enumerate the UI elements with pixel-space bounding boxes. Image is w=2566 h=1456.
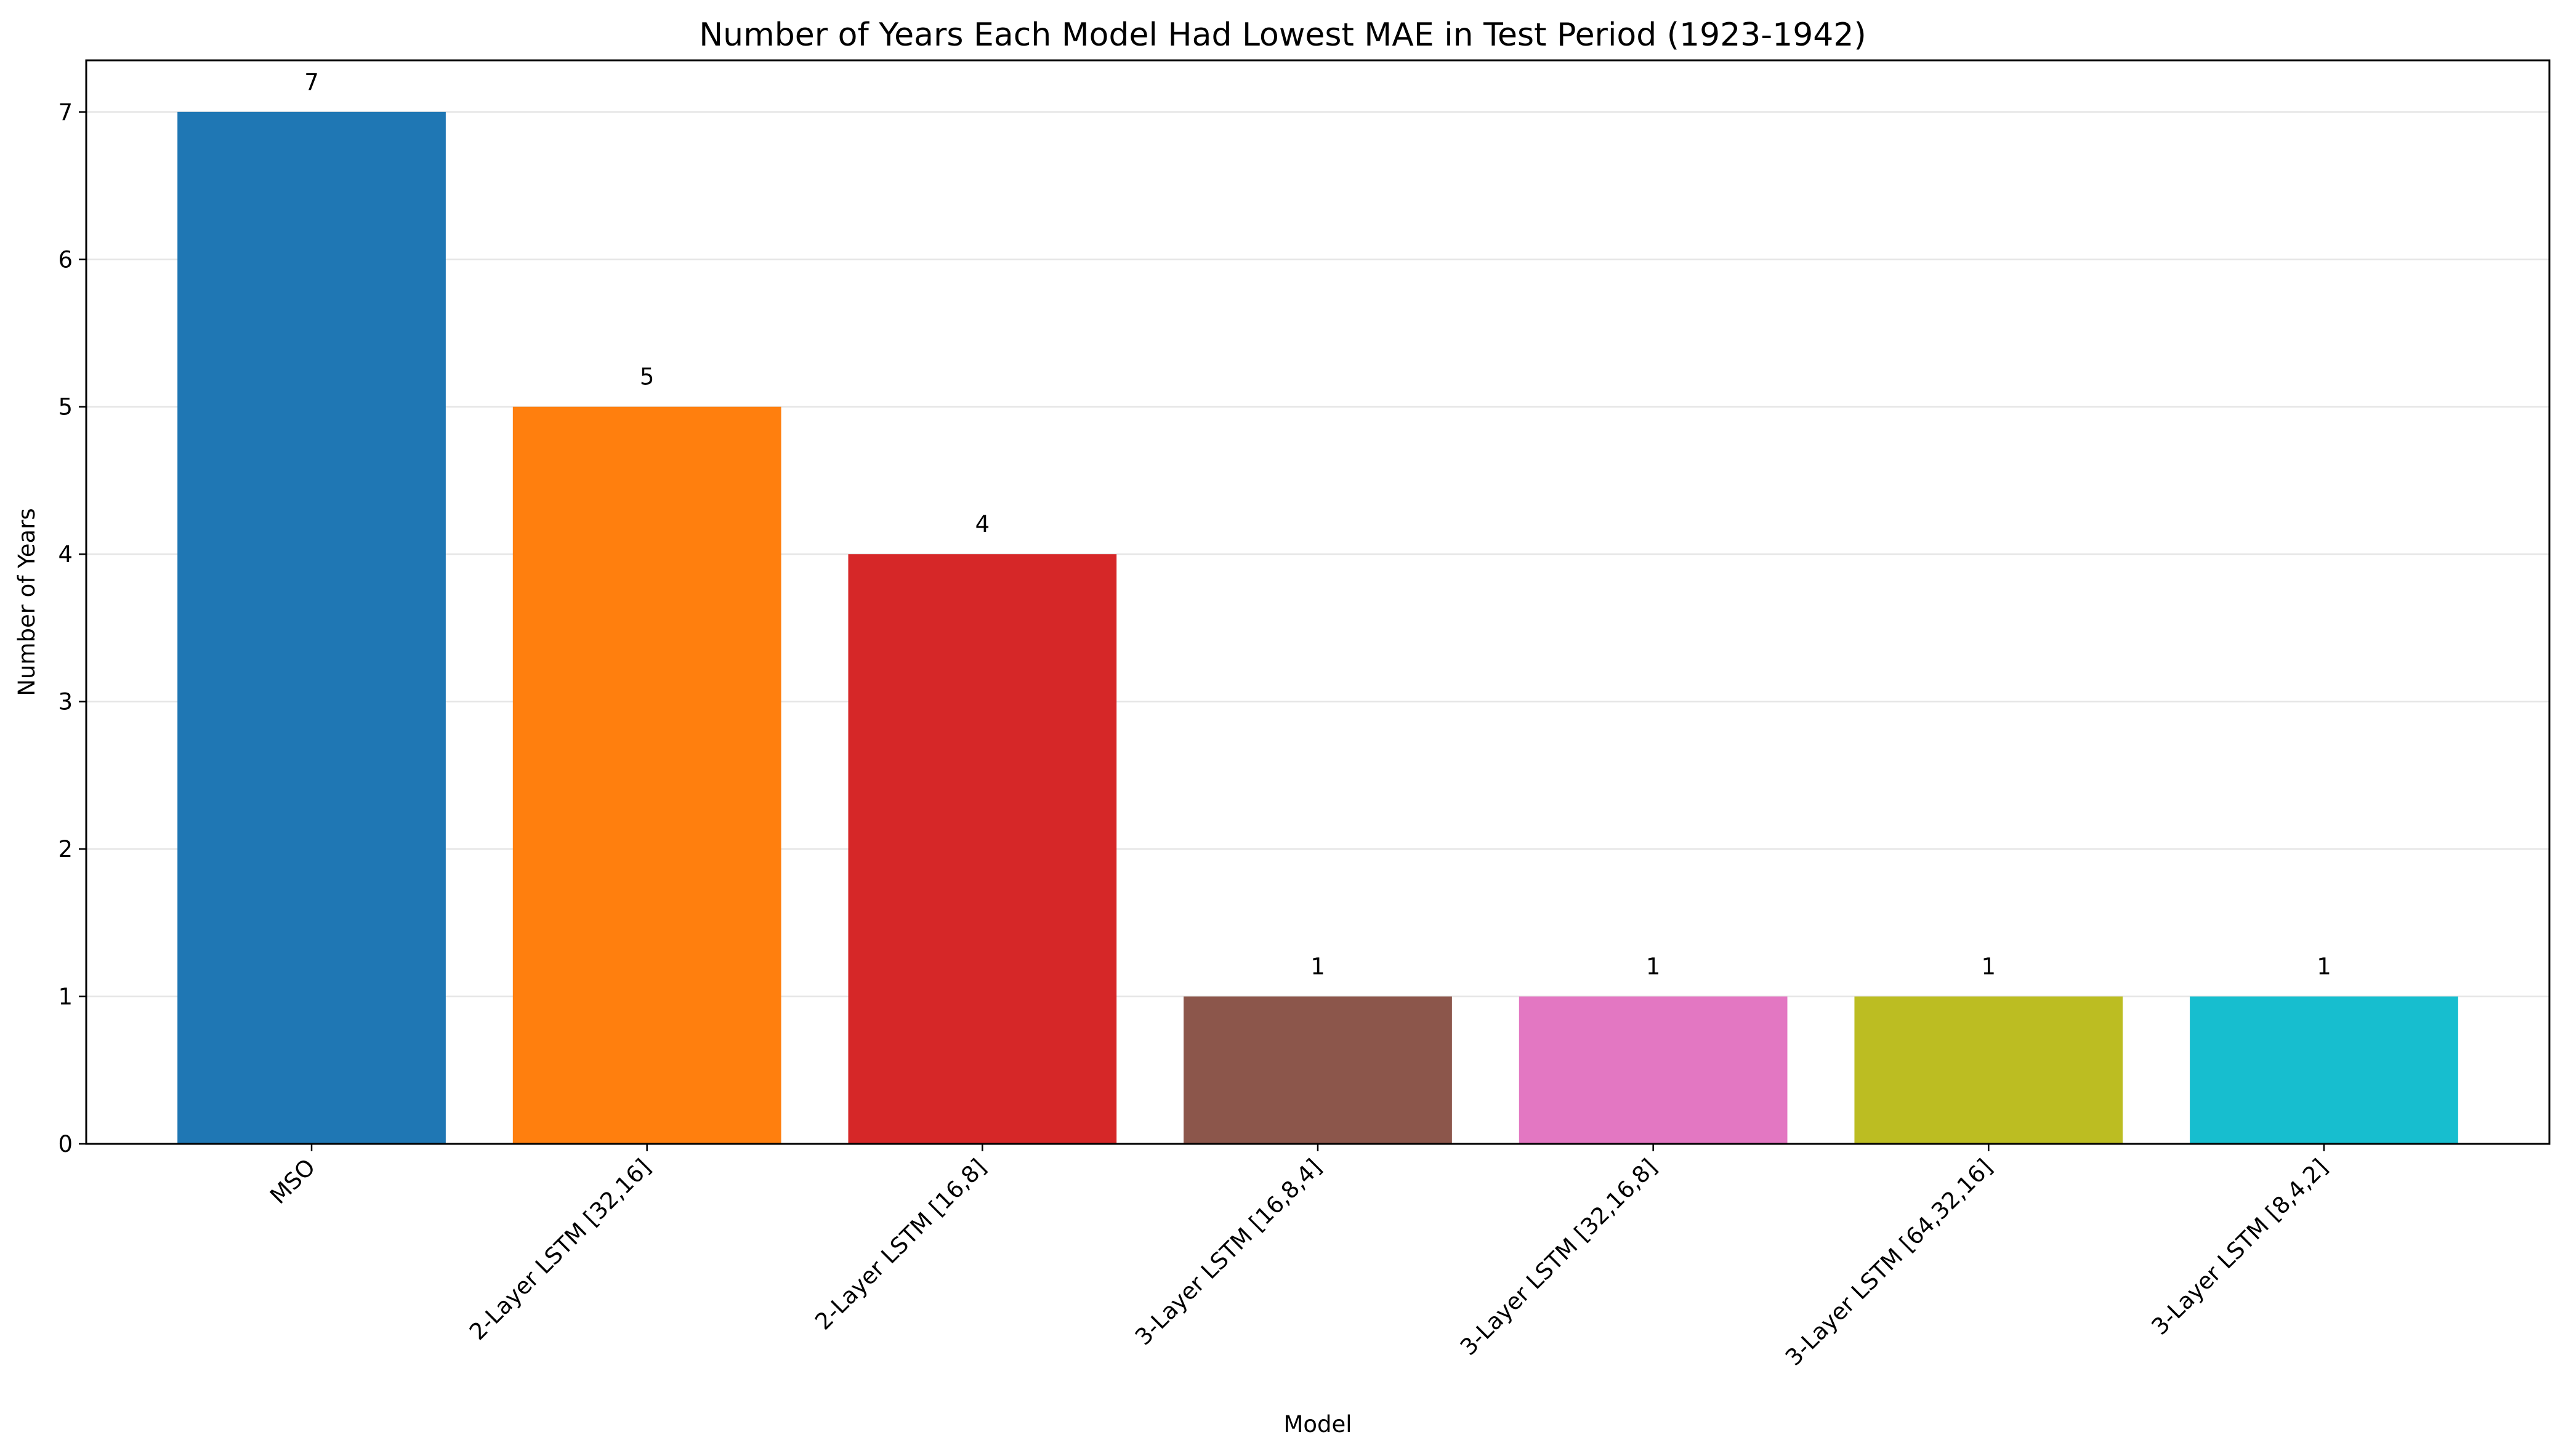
bar-value-label: 1 [1310,954,1325,980]
bar [177,111,446,1144]
bar [1854,996,2123,1144]
bar [512,406,781,1144]
bar-value-label: 5 [640,364,655,390]
bar-value-label: 7 [304,69,319,95]
bar [848,554,1117,1144]
bar-value-label: 1 [1646,954,1661,980]
x-tick-label: 3-Layer LSTM [16,8,4] [1130,1154,1326,1350]
x-tick-label: 3-Layer LSTM [8,4,2] [2147,1154,2333,1340]
x-axis-ticks: MSO 2-Layer LSTM [32,16] 2-Layer LSTM [16,… [265,1144,2333,1371]
y-tick-label: 5 [58,394,73,420]
bars [177,111,2458,1144]
y-axis-ticks: 0 1 2 3 4 5 6 7 [58,99,86,1157]
bar [1184,996,1452,1144]
bar [2190,996,2458,1144]
bar-value-label: 1 [2317,954,2331,980]
y-tick-label: 6 [58,246,73,273]
x-axis-label: Model [1283,1411,1352,1438]
x-tick-label: 2-Layer LSTM [16,8] [810,1154,991,1335]
bar-value-label: 4 [975,511,990,537]
y-tick-label: 1 [58,984,73,1010]
plot-frame [85,59,2551,1145]
y-tick-label: 2 [58,836,73,863]
x-tick-label: 2-Layer LSTM [32,16] [464,1154,656,1345]
y-gridlines [86,111,2549,1145]
bar [1519,996,1788,1144]
y-tick-label: 4 [58,541,73,568]
y-tick-label: 0 [58,1131,73,1157]
x-tick-label: 3-Layer LSTM [32,16,8] [1455,1154,1662,1361]
x-tick-label: 3-Layer LSTM [64,32,16] [1780,1154,1998,1371]
bar-value-labels: 7 5 4 1 1 1 1 [304,69,2331,980]
chart-title: Number of Years Each Model Had Lowest MA… [699,17,1866,54]
y-axis-label: Number of Years [14,508,40,696]
y-tick-label: 3 [58,689,73,715]
x-tick-label: MSO [265,1154,320,1209]
y-tick-label: 7 [58,99,73,126]
bar-value-label: 1 [1982,954,1996,980]
